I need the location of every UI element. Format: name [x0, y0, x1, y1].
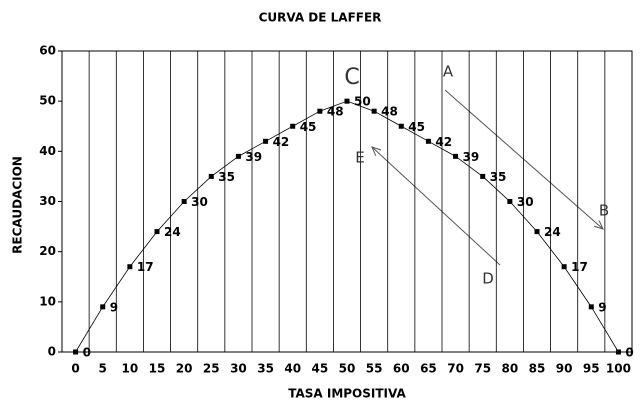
x-tick-label: 25 — [203, 362, 220, 376]
x-tick-label: 90 — [556, 362, 573, 376]
y-tick-label: 20 — [39, 244, 56, 258]
data-label: 24 — [544, 225, 561, 239]
arrow — [444, 89, 603, 229]
data-label: 45 — [300, 120, 317, 134]
data-label: 42 — [273, 135, 290, 149]
data-label: 17 — [137, 260, 154, 274]
marker — [453, 153, 459, 159]
data-label: 0 — [625, 346, 633, 360]
marker — [561, 264, 567, 270]
y-tick-label: 30 — [39, 194, 56, 208]
data-label: 50 — [354, 95, 371, 109]
data-label: 30 — [517, 195, 534, 209]
line — [75, 100, 619, 353]
data-label: 17 — [571, 260, 588, 274]
annotation: E — [355, 149, 364, 167]
x-tick-label: 85 — [529, 362, 546, 376]
marker — [398, 123, 404, 129]
x-tick-label: 40 — [284, 362, 301, 376]
x-tick-label: 5 — [99, 362, 107, 376]
x-tick-label: 60 — [393, 362, 410, 376]
marker — [127, 264, 133, 270]
data-label: 45 — [408, 120, 425, 134]
data-label: 9 — [598, 300, 606, 314]
x-tick-label: 0 — [71, 362, 79, 376]
x-axis-label: TASA IMPOSITIVA — [288, 387, 406, 401]
y-tick-label: 60 — [39, 44, 56, 58]
x-tick-label: 45 — [312, 362, 329, 376]
annotation: A — [443, 63, 454, 81]
data-label: 39 — [245, 150, 262, 164]
annotation: B — [599, 202, 609, 220]
x-tick-label: 20 — [176, 362, 193, 376]
x-tick-label: 75 — [474, 362, 491, 376]
data-label: 0 — [83, 346, 91, 360]
x-tick-label: 10 — [122, 362, 139, 376]
y-tick-label: 10 — [39, 294, 56, 308]
x-tick-label: 80 — [502, 362, 519, 376]
marker — [317, 108, 323, 114]
marker — [425, 138, 431, 144]
marker — [534, 229, 540, 235]
x-tick-label: 50 — [339, 362, 356, 376]
marker — [344, 98, 350, 104]
marker — [480, 173, 486, 179]
x-tick-label: 70 — [447, 362, 464, 376]
y-axis-label: RECAUDACION — [11, 156, 25, 254]
marker — [588, 304, 594, 310]
annotation: C — [344, 65, 359, 90]
x-tick-label: 35 — [257, 362, 274, 376]
x-tick-label: 100 — [606, 362, 631, 376]
x-tick-label: 95 — [583, 362, 600, 376]
marker — [73, 349, 79, 355]
y-tick-label: 0 — [48, 345, 56, 359]
data-label: 48 — [381, 105, 398, 119]
marker — [154, 229, 160, 235]
x-tick-label: 15 — [149, 362, 166, 376]
marker — [100, 304, 106, 310]
x-tick-label: 55 — [366, 362, 383, 376]
data-label: 35 — [218, 170, 235, 184]
marker — [208, 173, 214, 179]
y-tick-label: 40 — [39, 144, 56, 158]
x-tick-label: 30 — [230, 362, 247, 376]
plot-border — [61, 50, 633, 353]
y-tick-label: 50 — [39, 94, 56, 108]
marker — [263, 138, 269, 144]
marker — [371, 108, 377, 114]
data-label: 24 — [164, 225, 181, 239]
data-label: 30 — [191, 195, 208, 209]
marker — [235, 153, 241, 159]
annotation: D — [482, 270, 494, 288]
marker — [290, 123, 296, 129]
data-label: 39 — [463, 150, 480, 164]
marker — [181, 199, 187, 204]
data-label: 48 — [327, 105, 344, 119]
data-label: 35 — [490, 170, 507, 184]
data-label: 42 — [435, 135, 452, 149]
marker — [507, 199, 513, 204]
x-tick-label: 65 — [420, 362, 437, 376]
chart-title: CURVA DE LAFFER — [259, 11, 382, 25]
arrow — [372, 147, 501, 266]
data-label: 9 — [110, 300, 118, 314]
marker — [615, 349, 621, 355]
